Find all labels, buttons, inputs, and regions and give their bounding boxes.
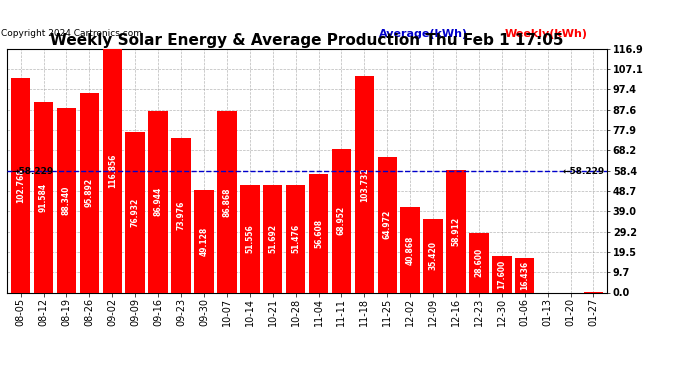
Text: 58.912: 58.912 <box>451 216 460 246</box>
Bar <box>332 149 351 292</box>
Bar <box>103 49 122 292</box>
Text: 51.692: 51.692 <box>268 224 277 253</box>
Bar <box>11 78 30 292</box>
Text: Weekly(kWh): Weekly(kWh) <box>505 29 588 39</box>
Text: 103.732: 103.732 <box>359 167 369 202</box>
Bar <box>446 170 466 292</box>
Bar <box>126 132 145 292</box>
Bar <box>57 108 76 292</box>
Title: Weekly Solar Energy & Average Production Thu Feb 1 17:05: Weekly Solar Energy & Average Production… <box>50 33 564 48</box>
Text: 116.856: 116.856 <box>108 153 117 188</box>
Bar <box>377 157 397 292</box>
Text: 86.944: 86.944 <box>154 187 163 216</box>
Bar <box>263 185 282 292</box>
Text: 40.868: 40.868 <box>406 235 415 265</box>
Text: 51.476: 51.476 <box>291 224 300 254</box>
Bar <box>148 111 168 292</box>
Text: 95.892: 95.892 <box>85 178 94 207</box>
Text: 17.600: 17.600 <box>497 260 506 289</box>
Text: 91.584: 91.584 <box>39 183 48 212</box>
Text: 68.952: 68.952 <box>337 206 346 235</box>
Text: 88.340: 88.340 <box>62 186 71 215</box>
Bar <box>34 102 53 292</box>
Bar <box>286 185 306 292</box>
Bar <box>171 138 190 292</box>
Bar <box>217 111 237 292</box>
Text: 64.972: 64.972 <box>383 210 392 239</box>
Text: 49.128: 49.128 <box>199 226 208 256</box>
Text: 35.420: 35.420 <box>428 241 437 270</box>
Bar <box>400 207 420 292</box>
Text: 16.436: 16.436 <box>520 261 529 290</box>
Text: 86.868: 86.868 <box>222 187 231 217</box>
Bar <box>424 219 443 292</box>
Bar <box>308 174 328 292</box>
Text: 51.556: 51.556 <box>245 224 255 253</box>
Bar <box>240 185 259 292</box>
Bar <box>492 256 511 292</box>
Text: 102.768: 102.768 <box>16 168 25 202</box>
Text: Copyright 2024 Cartronics.com: Copyright 2024 Cartronics.com <box>1 29 142 38</box>
Text: Average(kWh): Average(kWh) <box>379 29 469 39</box>
Bar <box>469 233 489 292</box>
Text: 28.600: 28.600 <box>475 248 484 277</box>
Text: →58.229: →58.229 <box>12 166 54 176</box>
Text: ←58.229: ←58.229 <box>562 166 605 176</box>
Bar <box>79 93 99 292</box>
Text: 76.932: 76.932 <box>130 198 139 227</box>
Bar <box>355 76 374 292</box>
Text: 56.608: 56.608 <box>314 219 323 248</box>
Bar <box>515 258 535 292</box>
Text: 73.976: 73.976 <box>177 201 186 230</box>
Bar <box>194 190 214 292</box>
